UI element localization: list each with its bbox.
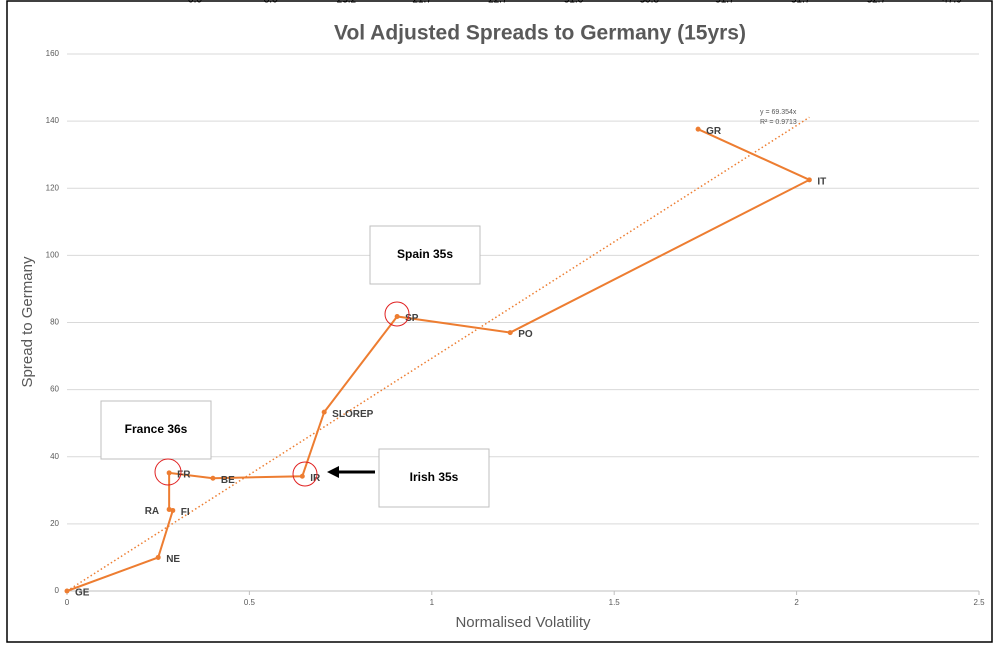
y-tick-label: 20 bbox=[50, 519, 59, 528]
point-label: GE bbox=[75, 588, 90, 599]
point-label: PO bbox=[518, 329, 533, 340]
annotation-box bbox=[378, 448, 490, 508]
data-point bbox=[806, 177, 812, 183]
data-point bbox=[299, 473, 305, 479]
x-tick-label: 1 bbox=[430, 598, 435, 607]
cell-text: 30.8 bbox=[639, 0, 659, 6]
highlight-circle bbox=[154, 458, 182, 486]
cell-text: 21.7 bbox=[412, 0, 432, 6]
x-tick-label: 2 bbox=[794, 598, 799, 607]
annotation: France 36s bbox=[125, 422, 188, 436]
arrow-head bbox=[327, 466, 339, 478]
y-tick-label: 120 bbox=[46, 183, 60, 192]
point-label: RA bbox=[145, 506, 159, 517]
cell-text: 23.2 bbox=[337, 0, 357, 6]
x-tick-label: 0 bbox=[65, 598, 70, 607]
point-label: SP bbox=[405, 313, 419, 324]
annotation-box bbox=[369, 225, 481, 285]
y-tick-label: 80 bbox=[50, 318, 59, 327]
annotation-box bbox=[100, 400, 212, 460]
trendline-equation: y = 69.354x bbox=[760, 109, 797, 116]
data-point bbox=[695, 126, 701, 132]
cell-text: 47.9 bbox=[942, 0, 962, 6]
data-point bbox=[394, 313, 400, 319]
x-tick-label: 1.5 bbox=[609, 598, 621, 607]
highlight-circle bbox=[292, 461, 318, 487]
y-tick-label: 160 bbox=[46, 49, 60, 58]
point-label: GR bbox=[706, 126, 722, 137]
series-line bbox=[66, 128, 812, 592]
point-label: SLOREP bbox=[332, 409, 373, 420]
x-tick-label: 0.5 bbox=[244, 598, 256, 607]
chart-title: Vol Adjusted Spreads to Germany (15yrs) bbox=[334, 22, 746, 45]
cell-text: 0.0 bbox=[188, 0, 202, 6]
y-tick-label: 40 bbox=[50, 452, 59, 461]
y-tick-label: 0 bbox=[55, 586, 60, 595]
y-tick-label: 60 bbox=[50, 385, 59, 394]
data-point bbox=[155, 554, 161, 560]
y-tick-label: 100 bbox=[46, 250, 60, 259]
point-label: FI bbox=[181, 507, 190, 518]
point-label: BE bbox=[221, 475, 235, 486]
data-point bbox=[64, 588, 70, 594]
point-label: IT bbox=[817, 177, 826, 188]
chart-frame bbox=[6, 0, 993, 643]
x-tick-label: 2.5 bbox=[973, 598, 985, 607]
cell-text: 8.0 bbox=[264, 0, 278, 6]
data-point bbox=[321, 409, 327, 415]
data-point bbox=[507, 330, 513, 336]
cell-text: 22.7 bbox=[488, 0, 508, 6]
annotation: Spain 35s bbox=[397, 247, 453, 261]
trendline bbox=[66, 116, 810, 592]
point-label: NE bbox=[166, 554, 180, 565]
cell-text: 31.6 bbox=[564, 0, 584, 6]
cell-text: 31.7 bbox=[715, 0, 735, 6]
cell-text: 32.7 bbox=[867, 0, 887, 6]
annotation: Irish 35s bbox=[410, 470, 459, 484]
x-axis-label: Normalised Volatility bbox=[455, 614, 591, 631]
cell-text: 31.7 bbox=[791, 0, 811, 6]
point-label: FR bbox=[177, 470, 191, 481]
y-tick-label: 140 bbox=[46, 116, 60, 125]
plot-area: 0 20 40 60 80 100 120 140 160 0 0.5 1 1.5 2 2.5 y = 69.… bbox=[46, 49, 985, 607]
data-point bbox=[166, 506, 172, 512]
y-axis-label: Spread to Germany bbox=[19, 256, 36, 387]
data-point bbox=[166, 470, 172, 476]
data-point bbox=[210, 475, 216, 481]
highlight-circle bbox=[384, 301, 410, 327]
trendline-r2: R² = 0.9713 bbox=[760, 119, 797, 126]
spreadsheet-row: 0.0 8.0 23.2 21.7 22.7 31.6 30.8 31.7 31.7 32.7 47… bbox=[188, 0, 962, 6]
